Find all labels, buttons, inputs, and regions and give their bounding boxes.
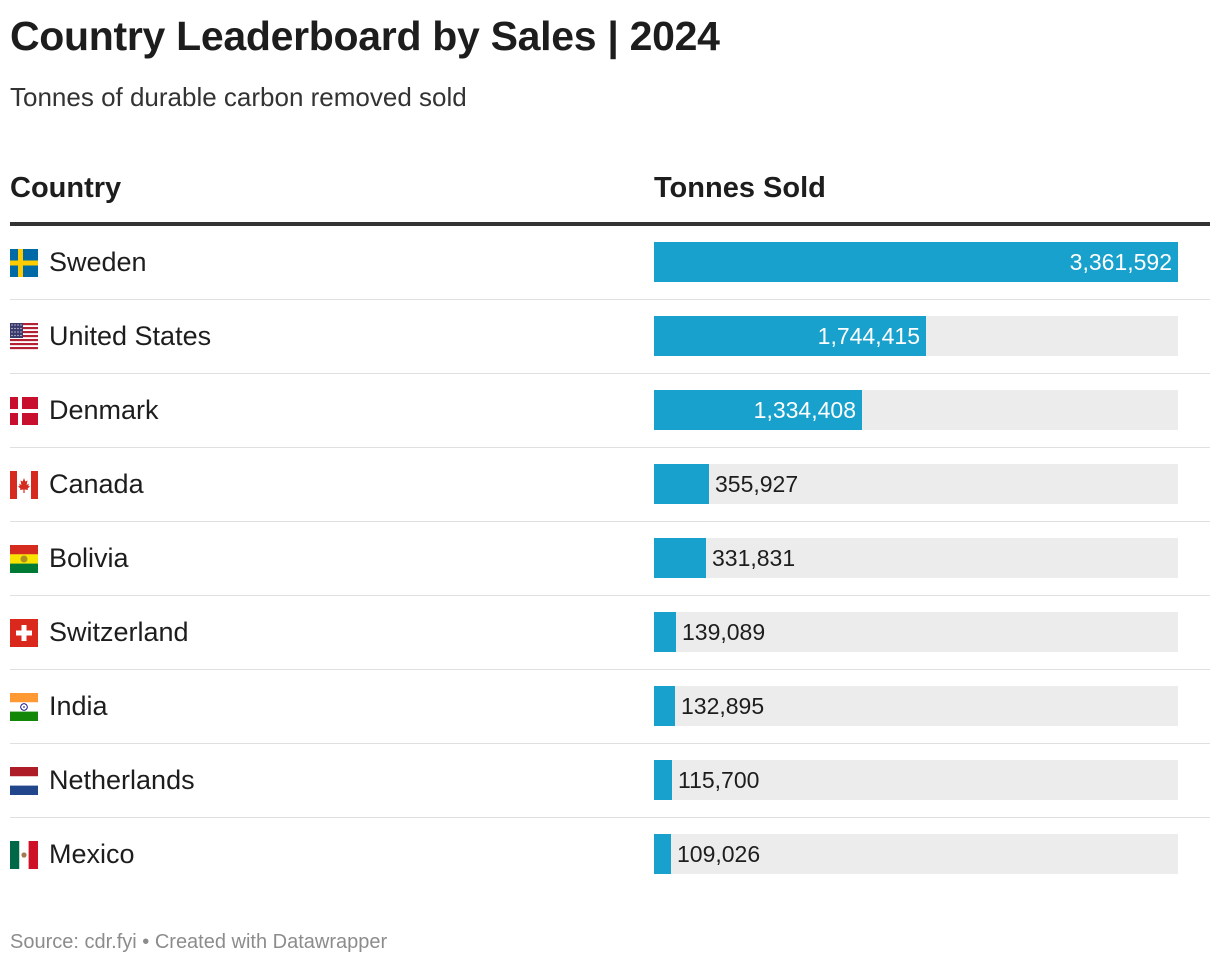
bar-canada bbox=[654, 464, 709, 504]
bar-track: 1,744,415 bbox=[654, 316, 1178, 356]
row-bolivia: Bolivia 331,831 bbox=[10, 522, 1210, 596]
value-label: 139,089 bbox=[682, 619, 766, 645]
country-label: Denmark bbox=[49, 395, 159, 425]
bar-mexico bbox=[654, 834, 671, 874]
bar-track: 109,026 bbox=[654, 834, 1178, 874]
bar-united-states bbox=[654, 316, 926, 356]
india-flag-icon bbox=[10, 693, 38, 721]
netherlands-flag-icon bbox=[10, 767, 38, 795]
value-label: 1,744,415 bbox=[817, 323, 920, 349]
value-label: 115,700 bbox=[678, 767, 760, 793]
country-label: Switzerland bbox=[49, 617, 189, 647]
tonnes-sold-column-header: Tonnes Sold bbox=[654, 172, 826, 204]
canada-flag-icon bbox=[10, 471, 38, 499]
country-label: Netherlands bbox=[49, 765, 195, 795]
bar-india bbox=[654, 686, 675, 726]
row-canada: Canada 355,927 bbox=[10, 448, 1210, 522]
country-label: United States bbox=[49, 321, 212, 351]
row-mexico: Mexico 109,026 bbox=[10, 818, 1210, 891]
bar-track: 132,895 bbox=[654, 686, 1178, 726]
value-label: 3,361,592 bbox=[1069, 249, 1172, 275]
bar-track: 1,334,408 bbox=[654, 390, 1178, 430]
bar-track: 139,089 bbox=[654, 612, 1178, 652]
row-united-states: United States 1,744,415 bbox=[10, 300, 1210, 374]
value-label: 109,026 bbox=[677, 841, 761, 867]
bolivia-flag-icon bbox=[10, 545, 38, 573]
country-column-header: Country bbox=[10, 172, 122, 204]
bar-track: 3,361,592 bbox=[654, 242, 1178, 282]
bar-track: 331,831 bbox=[654, 538, 1178, 578]
country-label: Bolivia bbox=[49, 543, 129, 573]
value-label: 1,334,408 bbox=[753, 397, 856, 423]
row-india: India 132,895 bbox=[10, 670, 1210, 744]
country-label: Canada bbox=[49, 469, 144, 499]
country-label: Mexico bbox=[49, 839, 135, 869]
bar-track: 115,700 bbox=[654, 760, 1178, 800]
bar-track: 355,927 bbox=[654, 464, 1178, 504]
switzerland-flag-icon bbox=[10, 619, 38, 647]
row-denmark: Denmark 1,334,408 bbox=[10, 374, 1210, 448]
bar-bolivia bbox=[654, 538, 706, 578]
bar-netherlands bbox=[654, 760, 672, 800]
table-header: Country Tonnes Sold bbox=[10, 168, 1210, 226]
bar-switzerland bbox=[654, 612, 676, 652]
chart-title: Country Leaderboard by Sales | 2024 bbox=[10, 13, 720, 59]
value-label: 331,831 bbox=[712, 545, 796, 571]
mexico-flag-icon bbox=[10, 841, 38, 869]
row-sweden: Sweden 3,361,592 bbox=[10, 226, 1210, 300]
country-label: Sweden bbox=[49, 247, 147, 277]
united-states-flag-icon bbox=[10, 323, 38, 351]
bar-rows: Sweden 3,361,592 United States 1,744,415 Den… bbox=[10, 226, 1210, 891]
denmark-flag-icon bbox=[10, 397, 38, 425]
bar-denmark bbox=[654, 390, 862, 430]
row-switzerland: Switzerland 139,089 bbox=[10, 596, 1210, 670]
chart-subtitle: Tonnes of durable carbon removed sold bbox=[10, 82, 467, 112]
row-netherlands: Netherlands 115,700 bbox=[10, 744, 1210, 818]
value-label: 132,895 bbox=[681, 693, 765, 719]
source-footer: Source: cdr.fyi • Created with Datawrapp… bbox=[10, 931, 388, 953]
sweden-flag-icon bbox=[10, 249, 38, 277]
country-label: India bbox=[49, 691, 108, 721]
value-label: 355,927 bbox=[715, 471, 799, 497]
bar-sweden bbox=[654, 242, 1178, 282]
